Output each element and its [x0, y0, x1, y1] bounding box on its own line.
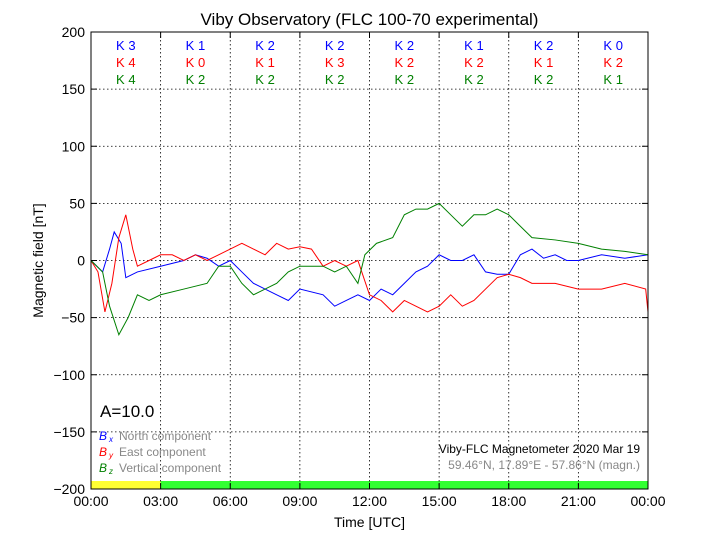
x-tick-label: 00:00: [630, 493, 665, 509]
k-index-north: K 1: [186, 38, 206, 53]
k-index-east: K 1: [534, 55, 554, 70]
y-tick-label: 0: [77, 253, 85, 269]
y-tick-label: −200: [53, 481, 85, 497]
y-tick-label: 200: [62, 24, 86, 40]
legend-subscript: z: [108, 467, 113, 476]
y-tick-label: −150: [53, 424, 85, 440]
x-tick-label: 15:00: [422, 493, 457, 509]
k-index-vertical: K 2: [395, 72, 415, 87]
series-line-x: [90, 230, 649, 307]
y-tick-label: 50: [69, 195, 85, 211]
k-index-vertical: K 2: [255, 72, 275, 87]
x-axis-label: Time [UTC]: [334, 514, 405, 530]
k-index-vertical: K 2: [464, 72, 484, 87]
y-axis-label: Magnetic field [nT]: [30, 203, 46, 317]
x-tick-label: 00:00: [73, 493, 108, 509]
series-line-z: [90, 202, 649, 337]
legend-symbol-y: B: [99, 445, 107, 459]
k-index-north: K 2: [534, 38, 554, 53]
k-index-east: K 2: [395, 55, 415, 70]
k-index-east: K 2: [464, 55, 484, 70]
chart-title: Viby Observatory (FLC 100-70 experimenta…: [201, 10, 539, 29]
x-tick-label: 18:00: [491, 493, 526, 509]
legend-subscript: y: [108, 451, 114, 460]
x-tick-label: 21:00: [561, 493, 596, 509]
k-index-east: K 0: [186, 55, 206, 70]
legend-symbol-x: B: [99, 429, 107, 443]
annotation-location: 59.46°N, 17.89°E - 57.86°N (magn.): [448, 458, 640, 472]
y-tick-label: −50: [61, 310, 85, 326]
legend-label: East component: [119, 445, 206, 459]
legend-symbol-z: B: [99, 461, 107, 475]
series-line-y: [90, 214, 649, 313]
y-tick-label: −100: [53, 367, 85, 383]
y-tick-label: 150: [62, 81, 86, 97]
status-bar-segment: [91, 481, 161, 489]
x-tick-label: 09:00: [282, 493, 317, 509]
k-index-vertical: K 2: [325, 72, 345, 87]
k-index-east: K 3: [325, 55, 345, 70]
legend-subscript: x: [108, 435, 114, 444]
k-index-east: K 2: [603, 55, 623, 70]
legend-label: Vertical component: [119, 461, 222, 475]
k-index-vertical: K 2: [534, 72, 554, 87]
legend-label: North component: [119, 429, 212, 443]
k-index-east: K 1: [255, 55, 275, 70]
k-index-vertical: K 4: [116, 72, 136, 87]
a-index: A=10.0: [100, 402, 154, 421]
k-index-north: K 0: [603, 38, 623, 53]
status-bar-segment: [160, 481, 648, 489]
x-tick-label: 12:00: [352, 493, 387, 509]
k-index-vertical: K 1: [603, 72, 623, 87]
k-index-east: K 4: [116, 55, 136, 70]
y-tick-label: 100: [62, 138, 86, 154]
x-tick-label: 06:00: [213, 493, 248, 509]
k-index-vertical: K 2: [186, 72, 206, 87]
k-index-north: K 2: [325, 38, 345, 53]
k-index-north: K 3: [116, 38, 136, 53]
x-tick-label: 03:00: [143, 493, 178, 509]
annotation-title: Viby-FLC Magnetometer 2020 Mar 19: [439, 442, 641, 456]
k-index-north: K 1: [464, 38, 484, 53]
k-index-north: K 2: [255, 38, 275, 53]
k-index-north: K 2: [395, 38, 415, 53]
